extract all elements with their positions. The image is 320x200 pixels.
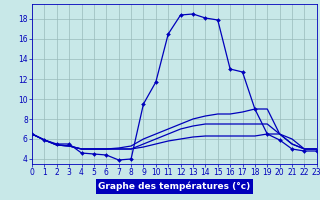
X-axis label: Graphe des températures (°c): Graphe des températures (°c) bbox=[98, 181, 251, 191]
